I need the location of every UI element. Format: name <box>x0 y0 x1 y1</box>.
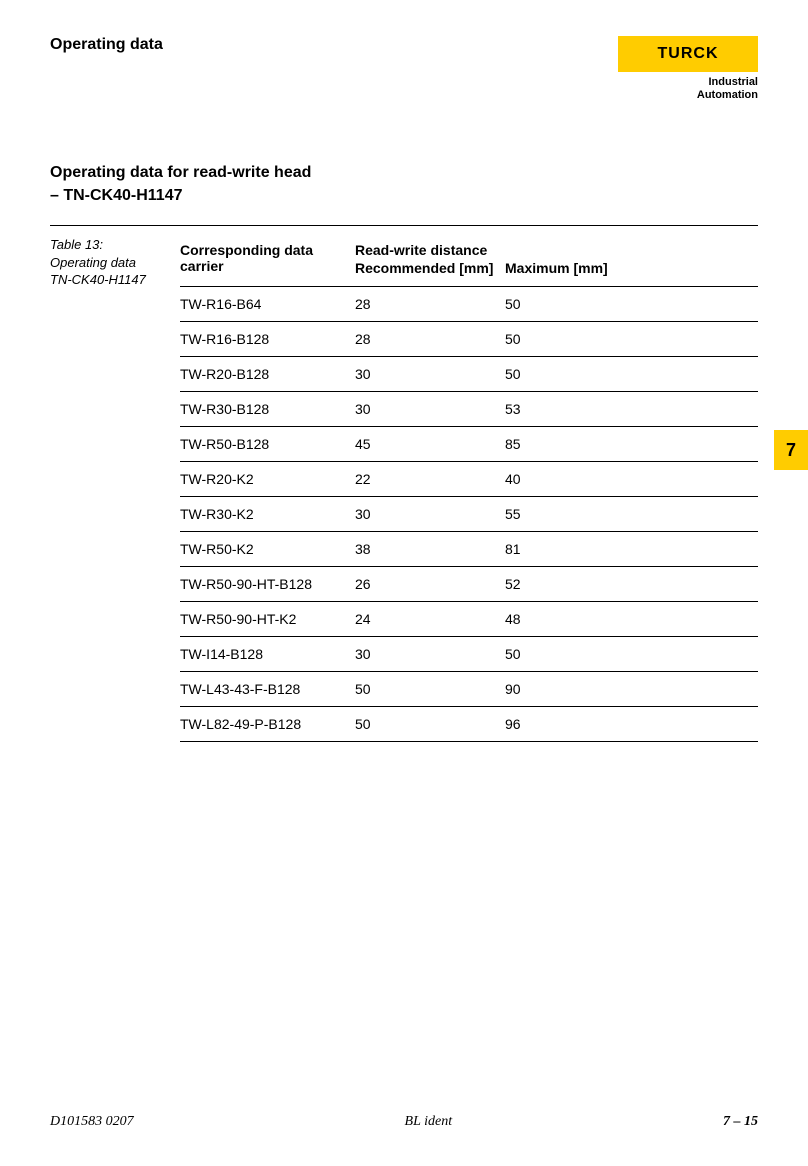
cell-carrier: TW-R30-K2 <box>180 497 355 532</box>
cell-recommended: 30 <box>355 497 505 532</box>
footer-left: D101583 0207 <box>50 1114 134 1130</box>
caption-line2: Operating data <box>50 255 136 270</box>
col-header-recommended: Recommended [mm] <box>355 260 505 287</box>
table-row: TW-R30-K23055 <box>180 497 758 532</box>
cell-maximum: 52 <box>505 567 758 602</box>
cell-recommended: 30 <box>355 637 505 672</box>
cell-carrier: TW-R16-B64 <box>180 287 355 322</box>
cell-carrier: TW-R20-B128 <box>180 357 355 392</box>
footer-center: BL ident <box>405 1114 453 1130</box>
section-title-line1: Operating data for read-write head <box>50 164 311 181</box>
cell-recommended: 24 <box>355 602 505 637</box>
cell-maximum: 81 <box>505 532 758 567</box>
section-title: Operating data for read-write head – TN-… <box>50 162 758 207</box>
cell-maximum: 85 <box>505 427 758 462</box>
logo-brand: TURCK <box>618 36 758 72</box>
cell-maximum: 96 <box>505 707 758 742</box>
table-row: TW-R50-90-HT-B1282652 <box>180 567 758 602</box>
page-footer: D101583 0207 BL ident 7 – 15 <box>50 1114 758 1130</box>
cell-recommended: 50 <box>355 707 505 742</box>
cell-recommended: 45 <box>355 427 505 462</box>
page-header: Operating data TURCK Industrial Automati… <box>50 36 758 102</box>
table-row: TW-R50-K23881 <box>180 532 758 567</box>
table-row: TW-L82-49-P-B1285096 <box>180 707 758 742</box>
cell-carrier: TW-R50-B128 <box>180 427 355 462</box>
operating-data-table: Corresponding data carrier Read-write di… <box>180 236 758 742</box>
cell-recommended: 50 <box>355 672 505 707</box>
col-header-maximum: Maximum [mm] <box>505 260 758 287</box>
cell-carrier: TW-R50-K2 <box>180 532 355 567</box>
header-title: Operating data <box>50 36 163 54</box>
table-row: TW-R50-90-HT-K22448 <box>180 602 758 637</box>
cell-carrier: TW-R30-B128 <box>180 392 355 427</box>
footer-page-number: 7 – 15 <box>723 1114 758 1130</box>
table-row: TW-L43-43-F-B1285090 <box>180 672 758 707</box>
cell-carrier: TW-R50-90-HT-B128 <box>180 567 355 602</box>
table-row: TW-R30-B1283053 <box>180 392 758 427</box>
table-header-row-1: Corresponding data carrier Read-write di… <box>180 236 758 260</box>
table-row: TW-R20-B1283050 <box>180 357 758 392</box>
logo-sub-line2: Automation <box>697 89 758 101</box>
cell-recommended: 30 <box>355 357 505 392</box>
table-caption: Table 13: Operating data TN-CK40-H1147 <box>50 236 180 742</box>
table-row: TW-R16-B1282850 <box>180 322 758 357</box>
cell-maximum: 53 <box>505 392 758 427</box>
table-row: TW-I14-B1283050 <box>180 637 758 672</box>
cell-carrier: TW-R16-B128 <box>180 322 355 357</box>
cell-recommended: 28 <box>355 322 505 357</box>
cell-carrier: TW-R20-K2 <box>180 462 355 497</box>
cell-carrier: TW-L82-49-P-B128 <box>180 707 355 742</box>
table-body: TW-R16-B642850TW-R16-B1282850TW-R20-B128… <box>180 287 758 742</box>
logo: TURCK Industrial Automation <box>618 36 758 102</box>
cell-carrier: TW-I14-B128 <box>180 637 355 672</box>
cell-maximum: 50 <box>505 357 758 392</box>
cell-maximum: 90 <box>505 672 758 707</box>
cell-maximum: 50 <box>505 637 758 672</box>
content-row: Table 13: Operating data TN-CK40-H1147 C… <box>50 225 758 742</box>
chapter-tab: 7 <box>774 430 808 470</box>
logo-subtitle: Industrial Automation <box>697 76 758 102</box>
cell-recommended: 30 <box>355 392 505 427</box>
cell-maximum: 48 <box>505 602 758 637</box>
cell-recommended: 26 <box>355 567 505 602</box>
cell-recommended: 28 <box>355 287 505 322</box>
cell-maximum: 55 <box>505 497 758 532</box>
caption-line3: TN-CK40-H1147 <box>50 272 146 287</box>
col-header-rw-distance: Read-write distance <box>355 236 758 260</box>
cell-carrier: TW-L43-43-F-B128 <box>180 672 355 707</box>
logo-sub-line1: Industrial <box>708 76 758 88</box>
cell-recommended: 22 <box>355 462 505 497</box>
cell-carrier: TW-R50-90-HT-K2 <box>180 602 355 637</box>
cell-recommended: 38 <box>355 532 505 567</box>
cell-maximum: 50 <box>505 287 758 322</box>
table-row: TW-R50-B1284585 <box>180 427 758 462</box>
caption-line1: Table 13: <box>50 237 103 252</box>
section-title-line2: – TN-CK40-H1147 <box>50 187 183 204</box>
table-row: TW-R20-K22240 <box>180 462 758 497</box>
page: Operating data TURCK Industrial Automati… <box>0 0 808 1166</box>
cell-maximum: 40 <box>505 462 758 497</box>
cell-maximum: 50 <box>505 322 758 357</box>
col-header-carrier: Corresponding data carrier <box>180 236 355 287</box>
table-row: TW-R16-B642850 <box>180 287 758 322</box>
